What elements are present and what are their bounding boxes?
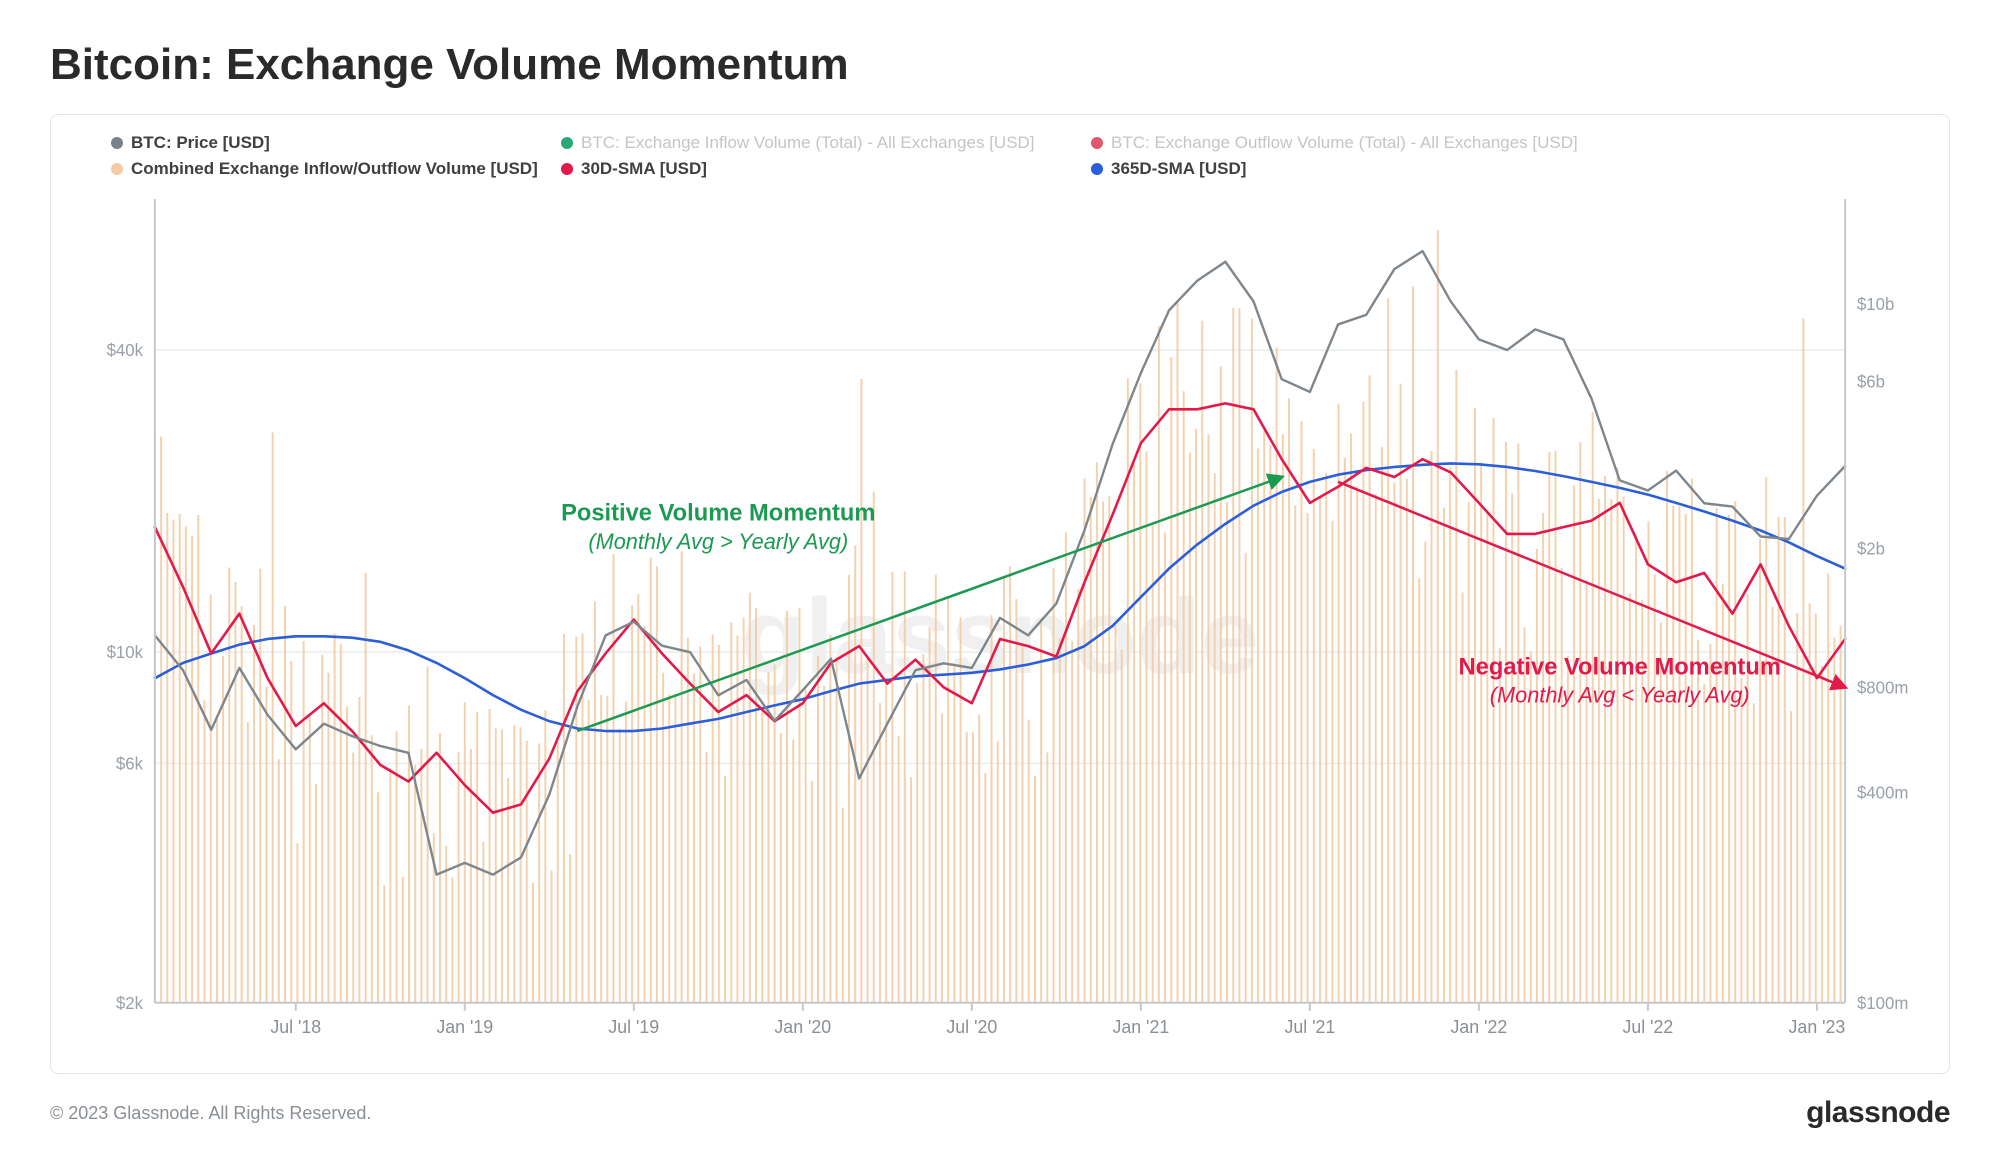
x-tick: Jan '21 <box>1112 1017 1169 1037</box>
annotation-sub-neg: (Monthly Avg < Yearly Avg) <box>1490 683 1750 708</box>
y-right-tick: $10b <box>1857 295 1894 314</box>
plot-area: glassnode$2k$6k$10k$40k$100m$400m$800m$2… <box>61 189 1939 1053</box>
y-right-tick: $100m <box>1857 994 1908 1013</box>
x-tick: Jul '18 <box>270 1017 321 1037</box>
legend-swatch <box>111 137 123 149</box>
y-left-tick: $40k <box>107 341 144 360</box>
legend-item-price: BTC: Price [USD] <box>111 133 531 153</box>
x-tick: Jul '19 <box>608 1017 659 1037</box>
legend-swatch <box>561 137 573 149</box>
x-tick: Jan '19 <box>436 1017 493 1037</box>
annotation-title-pos: Positive Volume Momentum <box>561 500 875 527</box>
x-tick: Jan '20 <box>774 1017 831 1037</box>
page-root: Bitcoin: Exchange Volume Momentum BTC: P… <box>0 0 2000 1152</box>
chart-card: BTC: Price [USD] BTC: Exchange Inflow Vol… <box>50 114 1950 1074</box>
chart-title: Bitcoin: Exchange Volume Momentum <box>50 40 1950 90</box>
y-left-tick: $6k <box>116 754 144 773</box>
y-left-tick: $2k <box>116 994 144 1013</box>
legend-label: BTC: Exchange Inflow Volume (Total) - Al… <box>581 133 1035 153</box>
legend-swatch <box>1091 137 1103 149</box>
brand-logo: glassnode <box>1806 1096 1950 1130</box>
legend-item-combined: Combined Exchange Inflow/Outflow Volume … <box>111 159 531 179</box>
y-right-tick: $800m <box>1857 678 1908 697</box>
footer: © 2023 Glassnode. All Rights Reserved. g… <box>50 1096 1950 1130</box>
y-right-tick: $2b <box>1857 539 1885 558</box>
legend-item-inflow: BTC: Exchange Inflow Volume (Total) - Al… <box>561 133 1061 153</box>
y-right-tick: $6b <box>1857 373 1885 392</box>
legend-item-sma365: 365D-SMA [USD] <box>1091 159 1611 179</box>
legend-item-outflow: BTC: Exchange Outflow Volume (Total) - A… <box>1091 133 1611 153</box>
x-tick: Jul '22 <box>1622 1017 1673 1037</box>
legend-item-sma30: 30D-SMA [USD] <box>561 159 1061 179</box>
copyright-text: © 2023 Glassnode. All Rights Reserved. <box>50 1103 371 1124</box>
x-tick: Jan '22 <box>1451 1017 1508 1037</box>
legend-swatch <box>111 163 123 175</box>
y-right-tick: $400m <box>1857 783 1908 802</box>
legend-swatch <box>561 163 573 175</box>
chart-svg: glassnode$2k$6k$10k$40k$100m$400m$800m$2… <box>61 189 1939 1053</box>
legend-label: Combined Exchange Inflow/Outflow Volume … <box>131 159 538 179</box>
legend-label: BTC: Price [USD] <box>131 133 270 153</box>
legend-label: 365D-SMA [USD] <box>1111 159 1246 179</box>
legend-label: 30D-SMA [USD] <box>581 159 707 179</box>
x-tick: Jul '21 <box>1284 1017 1335 1037</box>
legend-label: BTC: Exchange Outflow Volume (Total) - A… <box>1111 133 1578 153</box>
chart-legend: BTC: Price [USD] BTC: Exchange Inflow Vol… <box>61 133 1939 179</box>
annotation-title-neg: Negative Volume Momentum <box>1459 653 1781 680</box>
y-left-tick: $10k <box>107 643 144 662</box>
legend-swatch <box>1091 163 1103 175</box>
x-tick: Jan '23 <box>1789 1017 1846 1037</box>
annotation-sub-pos: (Monthly Avg > Yearly Avg) <box>588 529 848 554</box>
x-tick: Jul '20 <box>946 1017 997 1037</box>
